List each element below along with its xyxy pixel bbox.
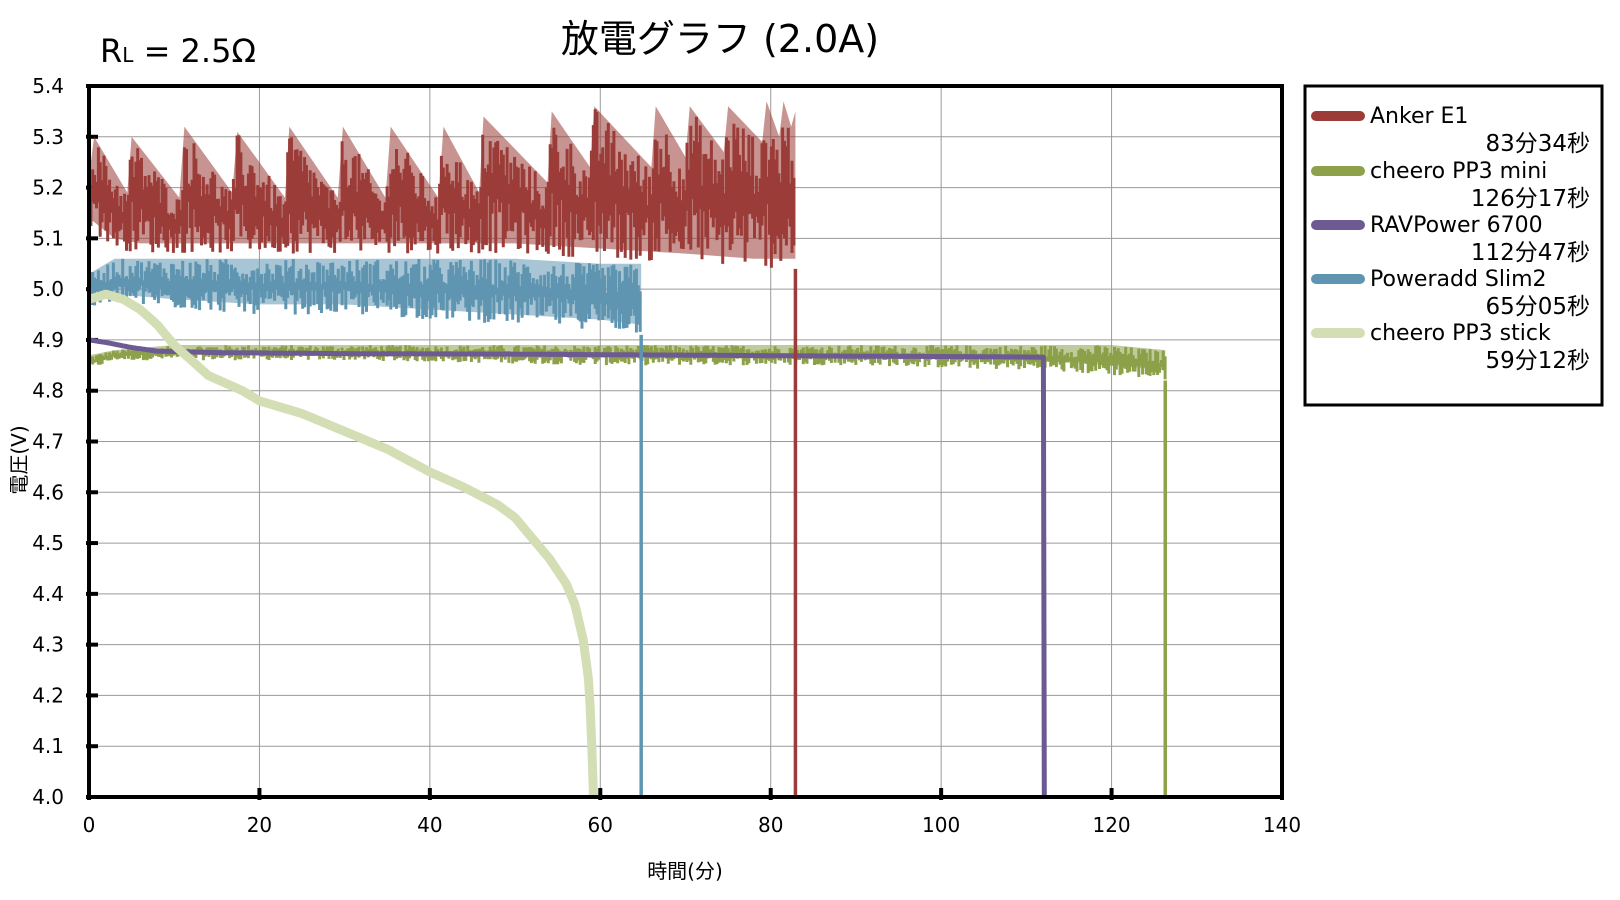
x-tick-label: 80 (758, 813, 783, 837)
legend-series-name: Poweradd Slim2 (1370, 267, 1547, 292)
series-line (88, 337, 1047, 798)
y-tick-label: 5.4 (32, 74, 64, 98)
x-tick-label: 100 (922, 813, 960, 837)
legend-duration: 112分47秒 (1471, 240, 1590, 266)
y-tick-label: 5.2 (32, 176, 64, 200)
series-cheero-pp3-mini (87, 345, 1168, 797)
legend-duration: 83分34秒 (1485, 131, 1590, 157)
load-resistance-annotation: RL = 2.5Ω (100, 32, 256, 70)
legend-series-name: RAVPower 6700 (1370, 213, 1543, 238)
x-tick-label: 60 (588, 813, 613, 837)
load-resistance-symbol: R (100, 32, 122, 70)
legend-duration: 126分17秒 (1471, 186, 1590, 212)
y-tick-label: 4.6 (32, 480, 64, 504)
y-tick-labels: 4.0 4.1 4.2 4.3 4.4 4.5 4.6 4.7 4.8 4.9 5.0 5.1 5.2 5… (32, 74, 64, 809)
legend-series-name: cheero PP3 mini (1370, 159, 1547, 184)
y-tick-label: 4.8 (32, 379, 64, 403)
legend-series-name: cheero PP3 stick (1370, 321, 1551, 346)
x-tick-label: 0 (83, 813, 96, 837)
plot-frame (87, 84, 1284, 799)
x-tick-label: 120 (1092, 813, 1130, 837)
y-tick-label: 4.7 (32, 430, 64, 454)
y-tick-label: 4.9 (32, 328, 64, 352)
legend-box (1303, 84, 1604, 407)
legend-duration: 59分12秒 (1485, 348, 1590, 374)
load-resistance-value: = 2.5Ω (133, 32, 256, 70)
x-tick-label: 20 (247, 813, 272, 837)
y-tick-label: 5.3 (32, 125, 64, 149)
series-ravpower-6700 (88, 337, 1047, 798)
legend-series-name: Anker E1 (1370, 104, 1468, 129)
series-band-fill (89, 345, 1166, 371)
x-tick-labels: 0 20 40 60 80 100 120 140 (83, 813, 1301, 837)
series-band-fill (89, 101, 796, 259)
x-axis-label: 時間(分) (647, 859, 723, 883)
y-tick-label: 5.0 (32, 277, 64, 301)
y-tick-label: 4.3 (32, 633, 64, 657)
x-tick-label: 40 (417, 813, 442, 837)
legend-duration: 65分05秒 (1485, 294, 1590, 320)
y-tick-label: 4.2 (32, 683, 64, 707)
y-tick-label: 4.4 (32, 582, 64, 606)
series-line (86, 289, 598, 798)
y-tick-label: 4.1 (32, 734, 64, 758)
y-tick-label: 4.5 (32, 531, 64, 555)
series-layer (86, 101, 1168, 798)
chart-title: 放電グラフ (2.0A) (561, 17, 879, 61)
x-tick-label: 140 (1263, 813, 1301, 837)
y-tick-label: 4.0 (32, 785, 64, 809)
series-cheero-pp3-stick (86, 289, 598, 798)
load-resistance-subscript: L (122, 43, 134, 67)
y-axis-label: 電圧(V) (7, 425, 31, 494)
series-band-fill (89, 258, 642, 325)
series-anker-e1 (87, 101, 798, 797)
legend-entry: Anker E1 83分34秒 (1311, 104, 1590, 157)
y-tick-label: 5.1 (32, 226, 64, 250)
